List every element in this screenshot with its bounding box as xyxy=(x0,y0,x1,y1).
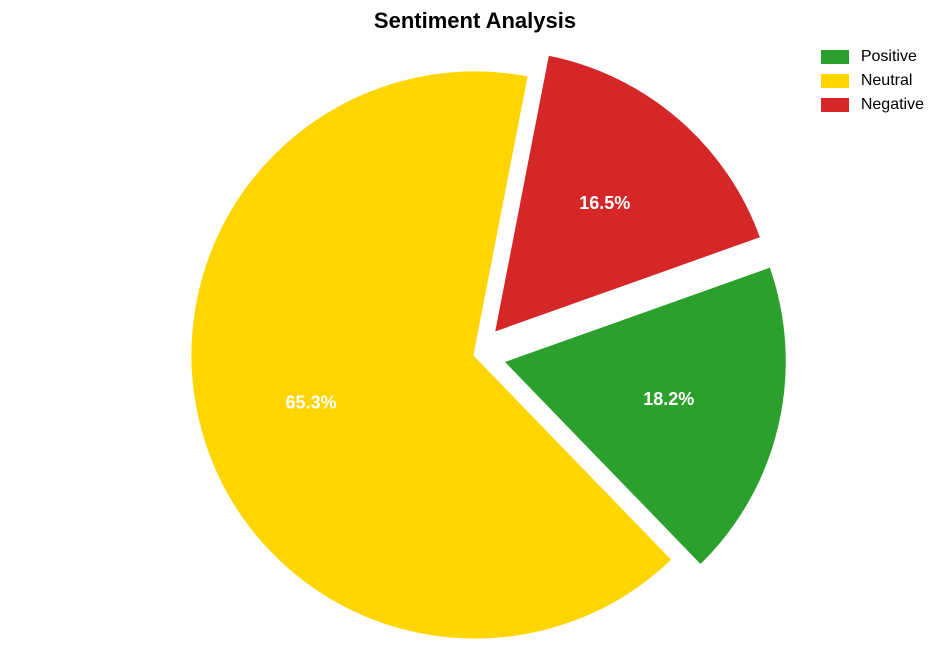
pie-chart-svg: 16.5% 18.2% 65.3% xyxy=(0,0,950,662)
legend-swatch-neutral xyxy=(821,74,849,88)
legend-label-positive: Positive xyxy=(861,48,917,66)
legend-item-neutral: Neutral xyxy=(821,72,924,90)
legend-swatch-negative xyxy=(821,98,849,112)
legend-swatch-positive xyxy=(821,50,849,64)
slice-label-negative: 16.5% xyxy=(579,193,630,213)
legend-item-negative: Negative xyxy=(821,96,924,114)
legend-label-neutral: Neutral xyxy=(861,72,913,90)
legend: Positive Neutral Negative xyxy=(821,48,924,120)
legend-item-positive: Positive xyxy=(821,48,924,66)
slice-label-neutral: 65.3% xyxy=(286,392,337,412)
slice-label-positive: 18.2% xyxy=(643,389,694,409)
legend-label-negative: Negative xyxy=(861,96,924,114)
chart-container: Sentiment Analysis 16.5%18.2%65.3% Posit… xyxy=(0,0,950,662)
